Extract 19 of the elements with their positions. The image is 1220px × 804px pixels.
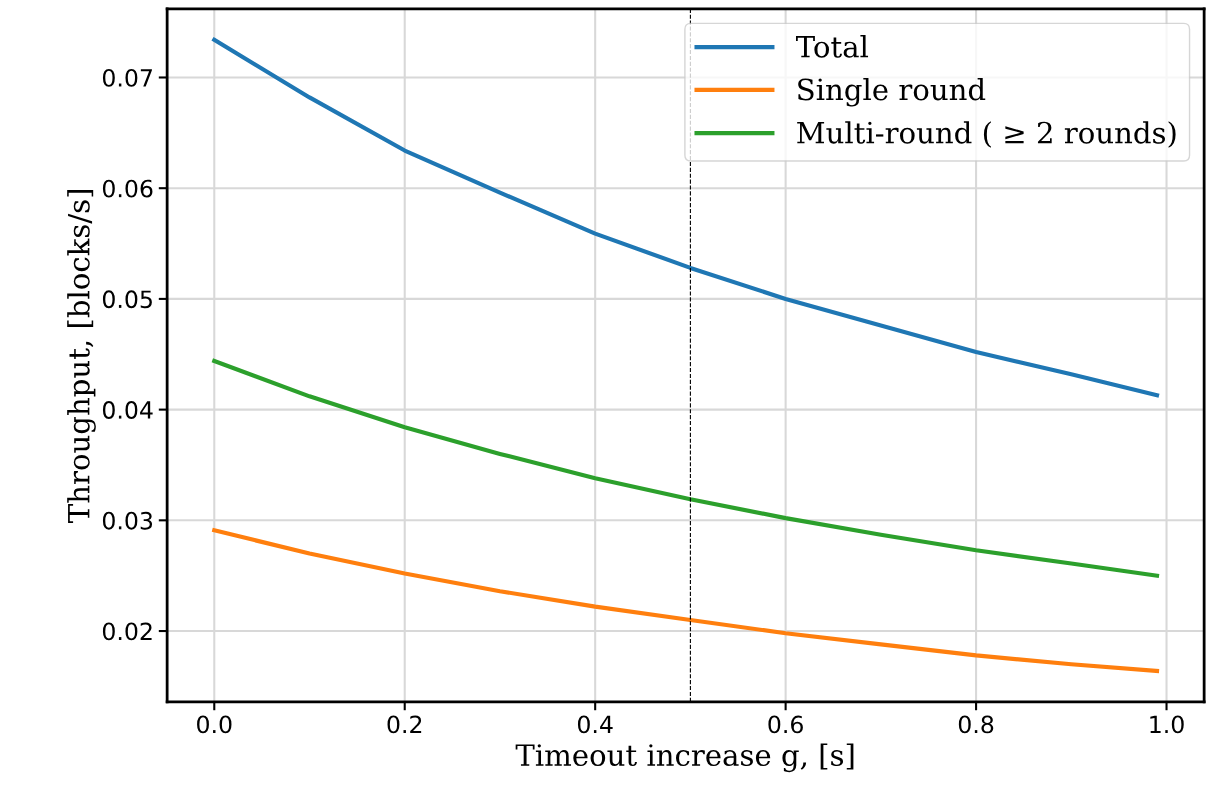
legend-label: Multi-round ( ≥ 2 rounds) [797,121,1176,148]
y-axis-title: Throughput, [blocks/s] [67,189,96,523]
y-tick-label: 0.06 [102,179,153,198]
x-tick-label: 1.0 [1150,715,1184,734]
line-series [212,528,1160,673]
x-tick-label: 0.6 [768,715,803,734]
x-tick-label: 0.2 [387,715,422,734]
y-tick-label: 0.02 [102,622,152,641]
legend-label: Total [796,35,869,58]
y-tick-label: 0.05 [102,290,152,309]
legend-label: Single round [798,77,986,107]
line-series [212,358,1160,578]
x-tick-label: 0.8 [958,715,994,734]
x-tick-label: 0.4 [577,715,613,734]
y-tick-label: 0.03 [102,511,153,530]
y-tick-label: 0.04 [102,401,153,419]
y-tick-label: 0.07 [102,68,152,87]
x-axis-title: Timeout increase g, [s] [515,743,854,773]
x-tick-label: 0.0 [197,715,232,734]
